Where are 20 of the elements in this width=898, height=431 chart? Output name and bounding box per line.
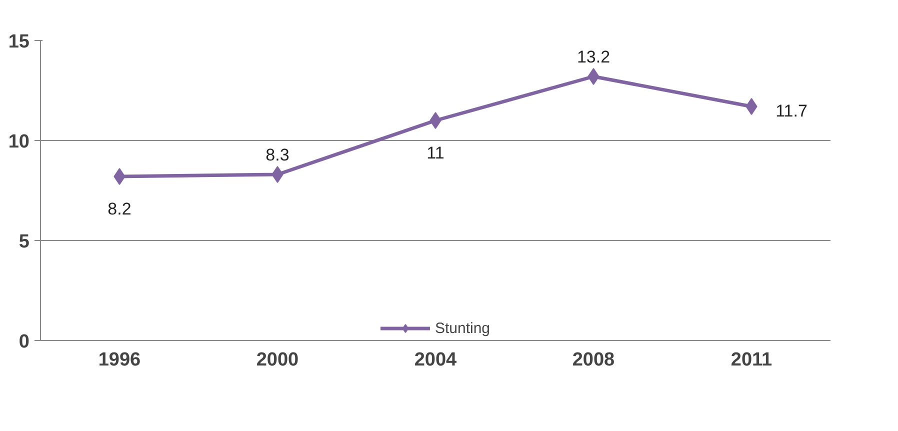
y-tick-label: 10	[8, 132, 30, 152]
x-tick-label: 2004	[414, 350, 458, 370]
y-tick-label: 0	[18, 332, 30, 352]
data-label: 11.7	[776, 102, 808, 120]
point	[588, 68, 600, 85]
point	[746, 98, 758, 115]
data-label: 13.2	[576, 48, 610, 66]
x-tick-label: 1996	[98, 350, 141, 370]
point	[272, 166, 284, 183]
legend-label: Stunting	[434, 320, 490, 336]
x-tick-label: 2008	[572, 350, 615, 370]
point	[430, 112, 442, 129]
point	[114, 168, 126, 185]
y-tick-label: 5	[18, 232, 30, 252]
data-label: 8.3	[266, 146, 290, 164]
x-tick-label: 2000	[256, 350, 299, 370]
data-label: 8.2	[108, 200, 132, 218]
data-label: 11	[426, 144, 444, 162]
x-tick-label: 2011	[730, 350, 773, 370]
y-tick-label: 15	[8, 32, 30, 52]
